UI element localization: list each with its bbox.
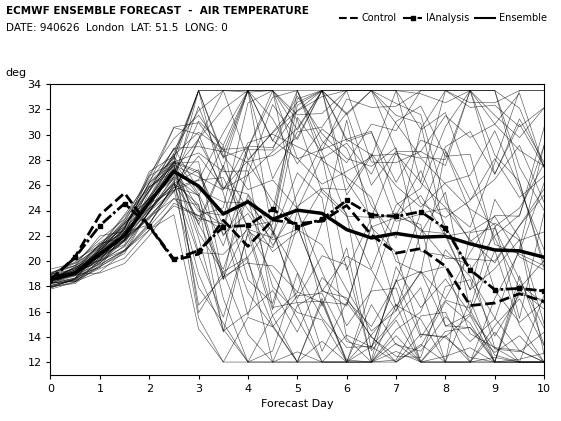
IAnalysis — [442, 226, 449, 231]
Ensemble — [368, 235, 375, 240]
IAnalysis — [195, 248, 202, 253]
Ensemble — [245, 199, 251, 204]
Ensemble — [541, 255, 548, 260]
IAnalysis — [393, 214, 399, 219]
Ensemble — [146, 200, 153, 205]
Ensemble — [220, 211, 227, 216]
Text: ECMWF ENSEMBLE FORECAST  -  AIR TEMPERATURE: ECMWF ENSEMBLE FORECAST - AIR TEMPERATUR… — [6, 6, 309, 16]
IAnalysis — [171, 257, 177, 262]
IAnalysis — [269, 206, 276, 211]
Line: Ensemble: Ensemble — [50, 171, 544, 280]
Line: Control: Control — [50, 193, 544, 306]
Control — [467, 303, 473, 308]
Control — [72, 254, 79, 259]
X-axis label: Forecast Day: Forecast Day — [261, 399, 334, 409]
IAnalysis — [220, 224, 227, 229]
IAnalysis — [319, 217, 325, 222]
IAnalysis — [491, 287, 498, 292]
Ensemble — [121, 233, 128, 238]
Control — [146, 224, 153, 229]
Control — [442, 264, 449, 269]
IAnalysis — [47, 277, 54, 282]
Control — [368, 232, 375, 237]
Control — [417, 246, 424, 251]
Ensemble — [294, 208, 301, 213]
Text: DATE: 940626  London  LAT: 51.5  LONG: 0: DATE: 940626 London LAT: 51.5 LONG: 0 — [6, 23, 227, 33]
Control — [491, 301, 498, 306]
IAnalysis — [467, 267, 473, 272]
Ensemble — [171, 169, 177, 174]
Line: IAnalysis: IAnalysis — [48, 198, 546, 293]
Control — [516, 291, 523, 296]
Control — [96, 213, 103, 218]
Control — [121, 191, 128, 196]
Ensemble — [72, 270, 79, 275]
Control — [343, 203, 350, 208]
Control — [171, 258, 177, 263]
Ensemble — [467, 241, 473, 246]
Ensemble — [319, 211, 325, 216]
Ensemble — [491, 248, 498, 253]
Control — [393, 250, 399, 256]
IAnalysis — [343, 198, 350, 203]
IAnalysis — [294, 224, 301, 229]
Ensemble — [269, 217, 276, 222]
Control — [319, 218, 325, 224]
Ensemble — [393, 231, 399, 236]
IAnalysis — [96, 223, 103, 228]
Control — [294, 221, 301, 226]
Ensemble — [47, 277, 54, 282]
IAnalysis — [417, 209, 424, 214]
IAnalysis — [72, 255, 79, 260]
Ensemble — [516, 248, 523, 253]
Y-axis label: deg: deg — [6, 68, 26, 78]
Ensemble — [195, 184, 202, 189]
Control — [220, 218, 227, 223]
Control — [269, 217, 276, 222]
Control — [47, 277, 54, 282]
Control — [195, 251, 202, 256]
Ensemble — [343, 227, 350, 232]
IAnalysis — [516, 286, 523, 291]
IAnalysis — [146, 223, 153, 228]
IAnalysis — [368, 212, 375, 217]
Ensemble — [417, 234, 424, 240]
Control — [245, 244, 251, 249]
Ensemble — [96, 252, 103, 257]
IAnalysis — [541, 288, 548, 293]
Ensemble — [442, 234, 449, 239]
IAnalysis — [245, 223, 251, 228]
Legend: Control, IAnalysis, Ensemble: Control, IAnalysis, Ensemble — [335, 9, 550, 27]
Control — [541, 299, 548, 304]
IAnalysis — [121, 201, 128, 206]
